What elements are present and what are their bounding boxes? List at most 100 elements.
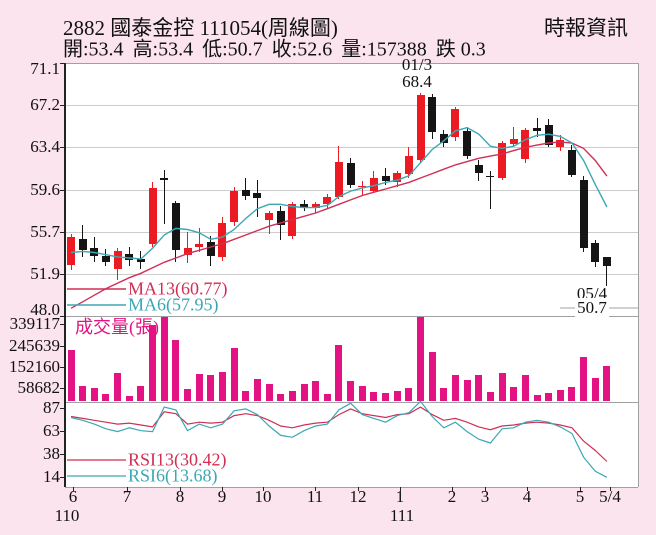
volume-bar — [335, 344, 343, 402]
candle-body — [160, 178, 169, 180]
volume-bar — [603, 365, 611, 402]
price-tick-label: 51.9 — [30, 263, 60, 283]
price-tick — [60, 105, 65, 107]
candle-body — [416, 94, 425, 161]
candle-body — [602, 256, 611, 266]
candle-body — [369, 178, 378, 192]
candle-body — [521, 129, 530, 160]
peak-price-annotation: 68.4 — [402, 72, 432, 91]
candle-body — [136, 259, 145, 263]
price-tick — [60, 63, 65, 64]
x-tick — [315, 487, 316, 491]
candle-body — [486, 175, 495, 178]
volume-bar — [347, 381, 355, 402]
volume-tick-label: 152160 — [9, 356, 60, 376]
quote-summary: 開:53.4 高:53.4 低:50.7 收:52.6 量:157388 跌 0.3 — [63, 33, 495, 62]
candle-body — [218, 222, 227, 257]
price-tick-label: 63.4 — [30, 137, 60, 157]
volume-tick — [60, 388, 65, 390]
price-tick-label: 71.1 — [30, 59, 60, 78]
volume-bar — [580, 357, 588, 402]
candle-body — [311, 204, 320, 208]
quote-item: 收:52.6 — [271, 38, 333, 61]
volume-tick — [60, 345, 65, 347]
volume-bar — [207, 374, 215, 402]
rsi-tick — [60, 408, 65, 409]
volume-bar — [510, 387, 518, 402]
candle-body — [567, 149, 576, 175]
volume-bar — [195, 373, 203, 402]
volume-bar — [253, 379, 261, 402]
month-label: 5 — [575, 487, 585, 506]
x-tick — [580, 487, 581, 491]
month-label: 8 — [175, 487, 185, 506]
volume-bar — [498, 372, 506, 402]
x-tick — [400, 487, 401, 491]
rsi-tick-label: 14 — [43, 467, 60, 486]
volume-bar — [67, 350, 75, 402]
chart-title: 2882 國泰金控 111054(周線圖) — [63, 16, 338, 40]
year-label: 111 — [389, 506, 415, 525]
peak-date-annotation: 01/3 — [401, 55, 433, 74]
candle-body — [183, 248, 192, 255]
candle-body — [125, 253, 134, 261]
y-axis-line — [64, 63, 66, 487]
volume-bar — [358, 386, 366, 402]
x-tick — [263, 487, 264, 491]
volume-bar — [137, 386, 145, 402]
volume-bar — [428, 352, 436, 402]
candle-body — [300, 204, 308, 208]
x-tick — [452, 487, 453, 491]
month-label: 7 — [122, 487, 132, 506]
volume-bar — [475, 374, 483, 402]
volume-bar — [440, 388, 448, 402]
source-label: 時報資訊 — [544, 16, 628, 40]
price-tick — [60, 273, 65, 275]
candle-body — [428, 96, 437, 132]
price-tick-label: 67.2 — [30, 95, 60, 115]
candle-body — [381, 175, 390, 182]
month-label: 5/4 — [599, 487, 621, 506]
candle-body — [358, 185, 367, 188]
volume-bar — [90, 388, 98, 402]
volume-tick-label: 245639 — [9, 335, 60, 355]
month-label: 12 — [349, 487, 367, 506]
quote-item: 量:157388 — [341, 38, 427, 61]
price-gridline — [66, 147, 638, 149]
candle-wick — [245, 178, 247, 200]
volume-bar — [300, 384, 308, 402]
candle-body — [67, 237, 75, 265]
candle-body — [241, 190, 250, 196]
candle-body — [463, 130, 472, 157]
volume-bar — [486, 392, 494, 402]
volume-bar — [556, 390, 564, 402]
price-tick-label: 48.0 — [30, 300, 60, 319]
x-tick — [180, 487, 181, 491]
candle-body — [101, 255, 110, 263]
candle-body — [230, 191, 239, 222]
rsi-tick — [60, 430, 65, 432]
candle-body — [276, 210, 285, 226]
volume-bar — [218, 371, 226, 402]
candle-body — [171, 203, 180, 251]
month-label: 9 — [217, 487, 227, 506]
price-tick-label: 55.7 — [30, 221, 60, 241]
candle-body — [451, 109, 460, 138]
trough-price-annotation: 50.7 — [575, 298, 609, 318]
price-tick — [60, 147, 65, 149]
volume-bar — [463, 379, 471, 402]
price-gridline — [66, 273, 638, 275]
candle-body — [346, 162, 355, 185]
volume-bar — [382, 393, 390, 402]
quote-item: 開:53.4 — [63, 38, 124, 61]
rsi-tick-label: 63 — [43, 420, 60, 440]
panel-frame-line — [65, 316, 638, 317]
volume-bar — [288, 391, 296, 402]
price-tick-label: 59.6 — [30, 179, 60, 199]
month-label: 3 — [480, 487, 490, 506]
volume-bar — [149, 324, 157, 402]
quote-item: 低:50.7 — [202, 38, 263, 61]
volume-bar — [451, 374, 459, 402]
